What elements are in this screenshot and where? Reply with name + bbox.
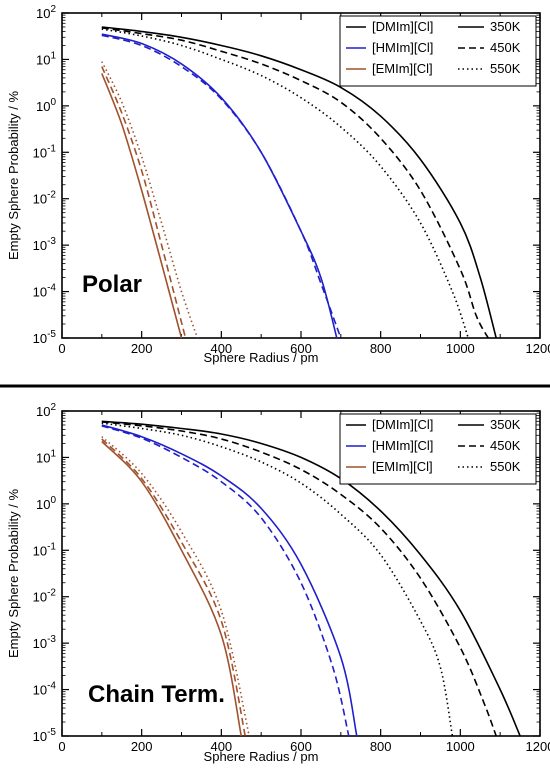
- x-tick-label: 800: [370, 739, 392, 754]
- series-line-emim-350k: [101, 440, 243, 736]
- legend-label-550k: 550K: [490, 61, 521, 76]
- y-tick-label: 101: [36, 50, 56, 67]
- x-axis-label: Sphere Radius / pm: [204, 350, 319, 365]
- series-line-hmim-450k: [101, 34, 342, 338]
- series-line-hmim-450k: [101, 425, 350, 736]
- y-tick-label: 10-3: [33, 634, 57, 651]
- legend-label-350k: 350K: [490, 19, 521, 34]
- x-tick-label: 0: [58, 341, 65, 356]
- y-tick-label: 100: [36, 97, 56, 114]
- panel-title: Polar: [82, 271, 142, 298]
- y-tick-label: 10-2: [33, 190, 57, 207]
- y-tick-label: 10-5: [33, 727, 57, 744]
- y-tick-label: 10-5: [33, 329, 57, 346]
- series-line-dmim-350k: [101, 420, 521, 736]
- y-axis-label: Empty Sphere Probability / %: [6, 489, 21, 659]
- legend-label-emim: [EMIm][Cl]: [372, 61, 433, 76]
- chart-panel-2: 0 200 400 600 800 1000 1200 102 101 100 10-1 10-2 10…: [6, 402, 550, 764]
- x-tick-label: 1000: [446, 739, 475, 754]
- y-tick-label: 10-1: [33, 541, 57, 558]
- x-tick-label: 600: [290, 739, 312, 754]
- legend-label-350k: 350K: [490, 417, 521, 432]
- series-line-dmim-550k: [101, 28, 470, 338]
- legend-label-dmim: [DMIm][Cl]: [372, 19, 433, 34]
- x-tick-label: 400: [210, 341, 232, 356]
- x-tick-label: 200: [131, 739, 153, 754]
- x-tick-label: 1200: [526, 739, 550, 754]
- y-tick-label: 10-4: [33, 681, 57, 698]
- series-group: [101, 420, 521, 736]
- legend: [DMIm][Cl] [HMIm][Cl] [EMIm][Cl] 350K 450K 55…: [339, 15, 537, 87]
- x-tick-label: 1200: [526, 341, 550, 356]
- y-tick-label: 10-2: [33, 588, 57, 605]
- series-line-dmim-450k: [101, 27, 489, 338]
- legend-label-emim: [EMIm][Cl]: [372, 459, 433, 474]
- y-tick-label: 102: [36, 402, 56, 419]
- y-tick-label: 10-1: [33, 143, 57, 160]
- panel-title: Chain Term.: [88, 681, 225, 708]
- series-line-dmim-550k: [101, 422, 454, 736]
- y-tick-label: 10-4: [33, 283, 57, 300]
- x-tick-label: 1000: [446, 341, 475, 356]
- legend-label-450k: 450K: [490, 40, 521, 55]
- legend-label-dmim: [DMIm][Cl]: [372, 417, 433, 432]
- y-tick-label: 100: [36, 495, 56, 512]
- x-tick-label: 200: [131, 341, 153, 356]
- series-line-dmim-350k: [101, 26, 497, 338]
- series-line-emim-550k: [101, 436, 250, 736]
- x-tick-label: 400: [210, 739, 232, 754]
- legend-label-hmim: [HMIm][Cl]: [372, 40, 433, 55]
- legend-box: [339, 413, 537, 485]
- legend: [DMIm][Cl] [HMIm][Cl] [EMIm][Cl] 350K 450K 55…: [339, 413, 537, 485]
- x-tick-label: 800: [370, 341, 392, 356]
- legend-label-550k: 550K: [490, 459, 521, 474]
- y-tick-label: 10-3: [33, 236, 57, 253]
- series-group: [101, 26, 497, 338]
- y-tick-label: 101: [36, 448, 56, 465]
- series-line-emim-350k: [101, 73, 183, 338]
- y-axis-label: Empty Sphere Probability / %: [6, 91, 21, 261]
- x-axis-label: Sphere Radius / pm: [204, 749, 319, 764]
- legend-box: [339, 15, 537, 87]
- legend-label-hmim: [HMIm][Cl]: [372, 438, 433, 453]
- series-line-dmim-450k: [101, 421, 497, 736]
- y-tick-label: 102: [36, 4, 56, 21]
- legend-label-450k: 450K: [490, 438, 521, 453]
- chart-panel-1: 0 200 400 600 800 1000 1200 102 101 100 10-1 10-2 10…: [6, 4, 550, 365]
- series-line-emim-450k: [101, 66, 187, 338]
- series-line-emim-450k: [101, 438, 246, 736]
- series-line-hmim-350k: [101, 424, 358, 736]
- x-tick-label: 600: [290, 341, 312, 356]
- x-tick-label: 0: [58, 739, 65, 754]
